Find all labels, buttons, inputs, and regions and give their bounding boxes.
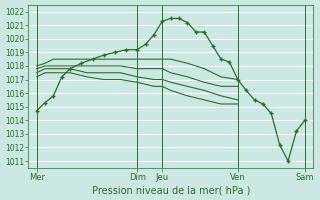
X-axis label: Pression niveau de la mer( hPa ): Pression niveau de la mer( hPa ) [92, 185, 250, 195]
